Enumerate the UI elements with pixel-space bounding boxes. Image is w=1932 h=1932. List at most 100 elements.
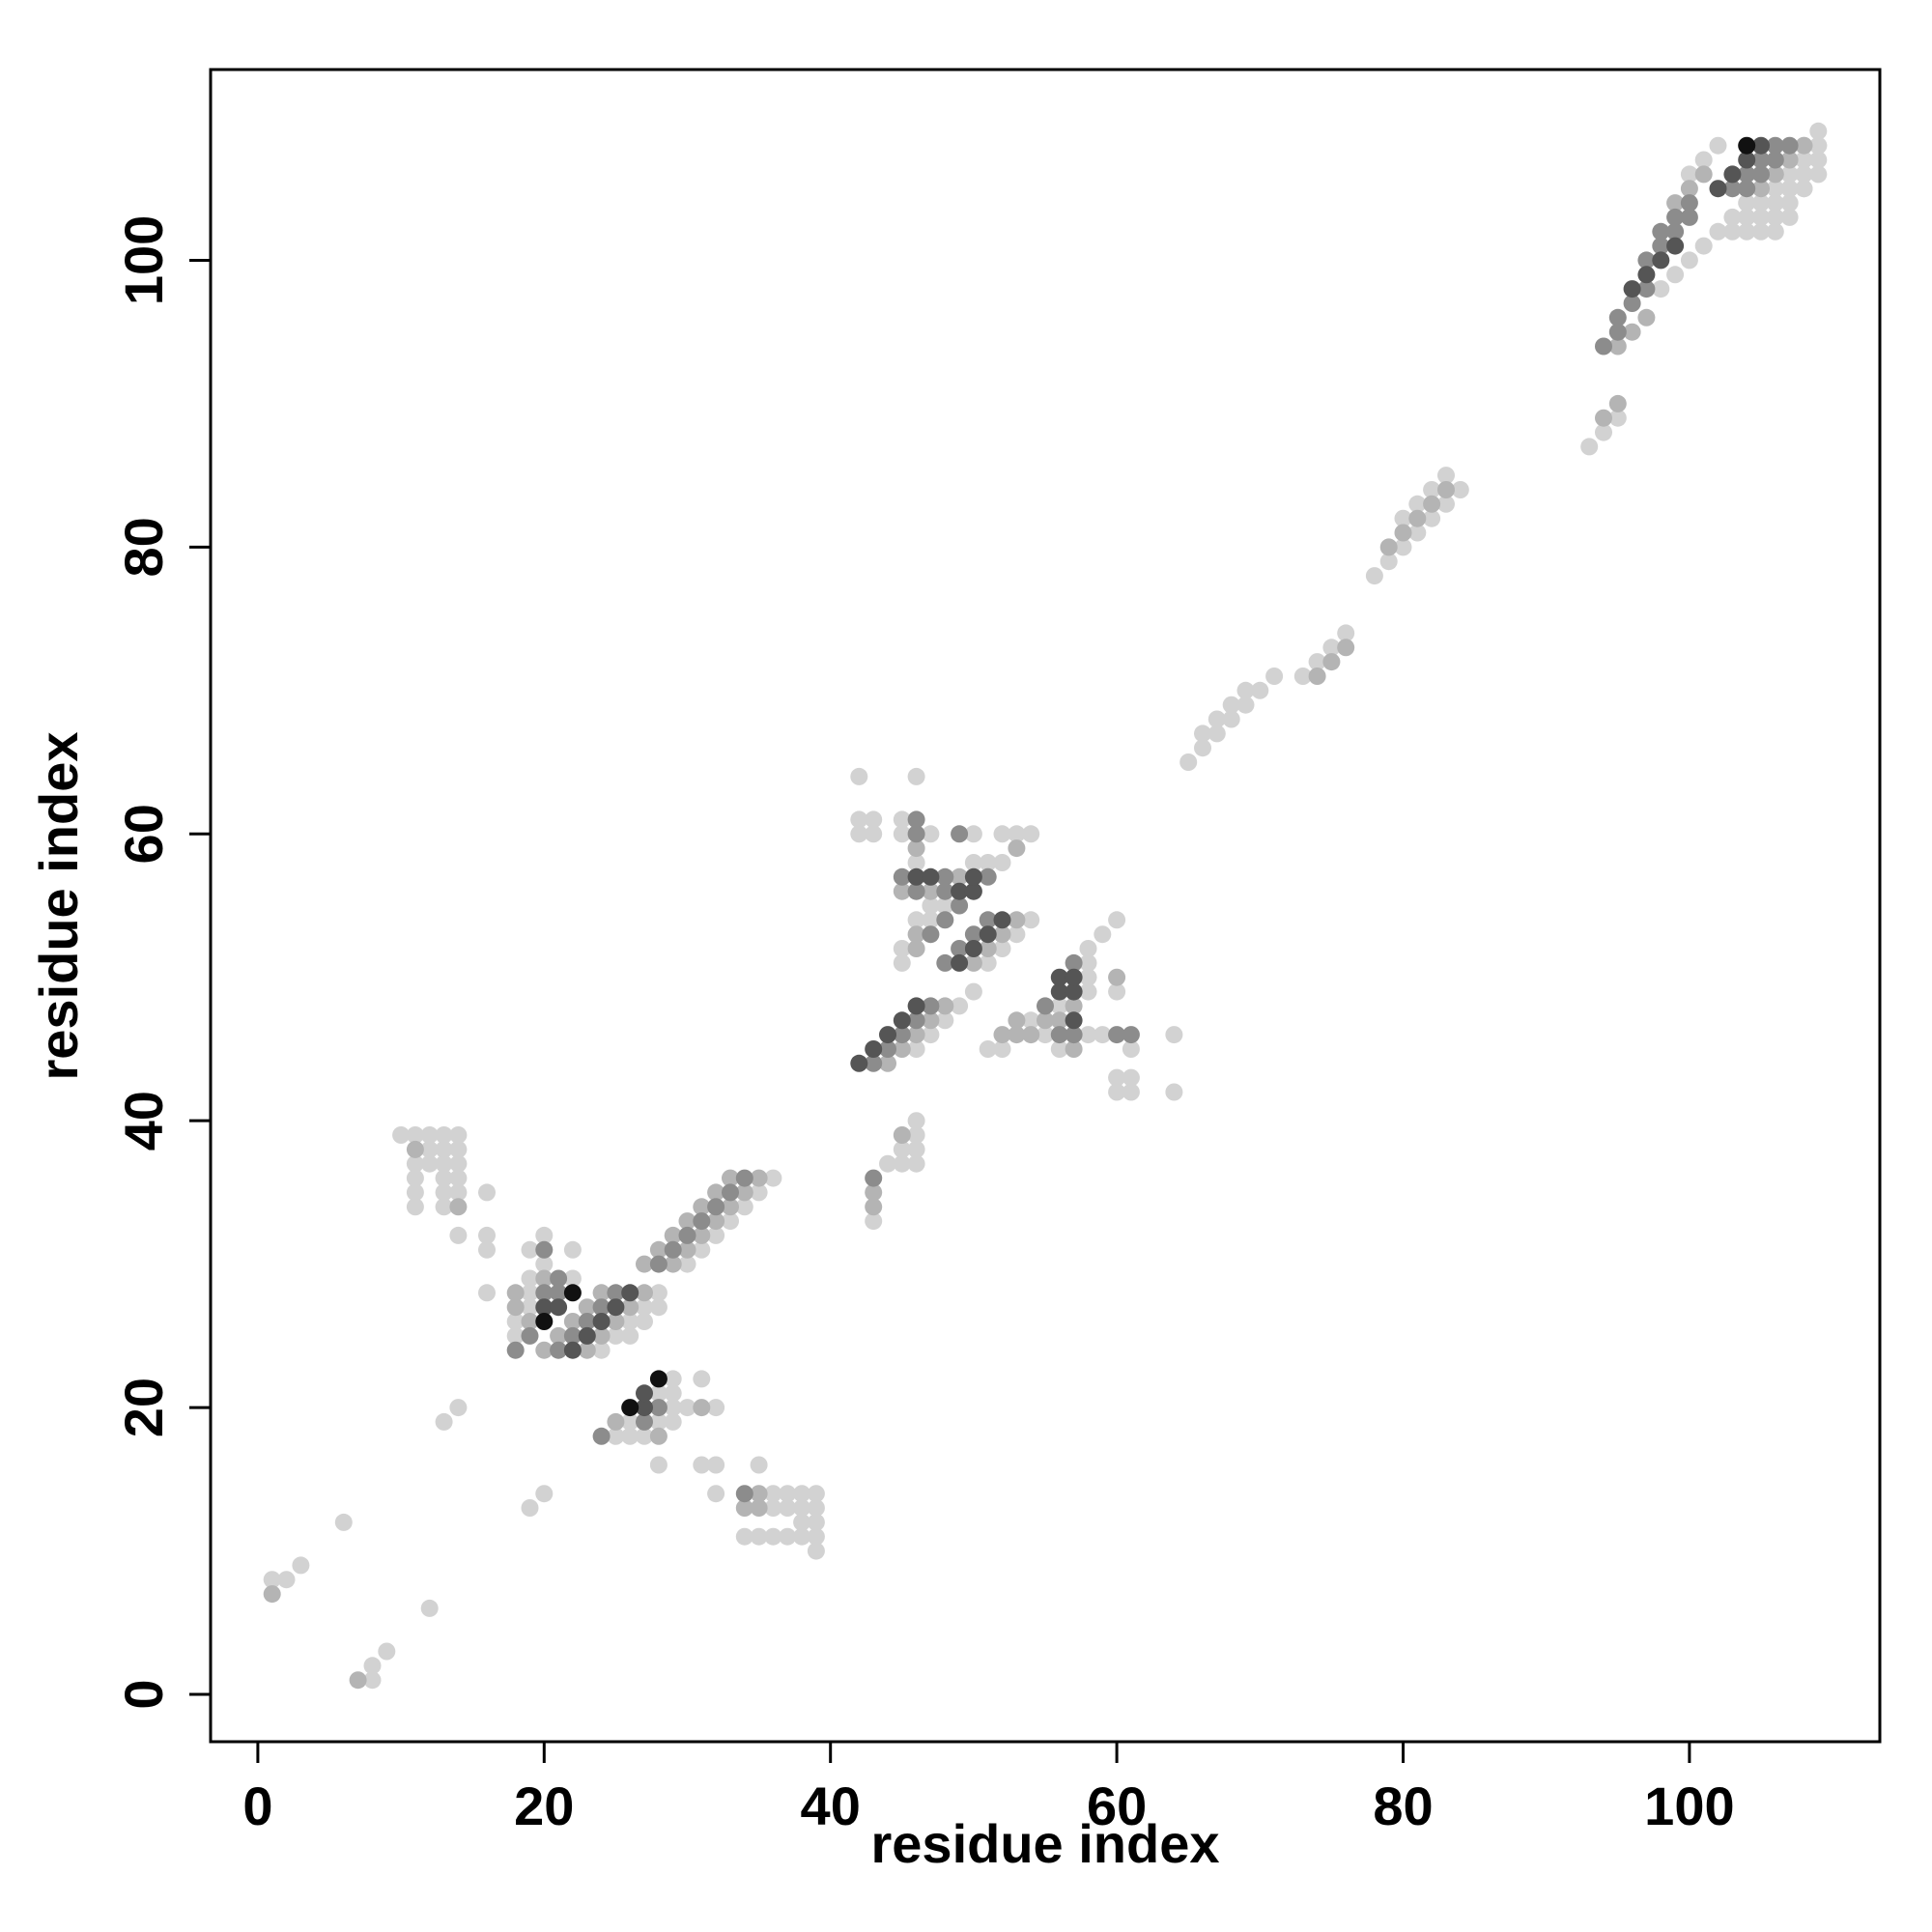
contact-point (1680, 165, 1698, 184)
contact-point (893, 1040, 911, 1058)
contact-point (1623, 280, 1641, 298)
contact-point (1752, 180, 1770, 198)
contact-point (735, 1198, 753, 1216)
contact-point (1694, 165, 1713, 184)
contact-point (1780, 165, 1799, 184)
contact-point (578, 1313, 596, 1330)
contact-point (592, 1313, 611, 1330)
contact-point (1094, 1026, 1112, 1044)
contact-point (406, 1169, 424, 1187)
contact-point (478, 1240, 496, 1259)
contact-point (578, 1326, 596, 1345)
contact-point (1451, 481, 1469, 498)
contact-point (907, 867, 925, 886)
contact-point (850, 810, 868, 829)
contact-point (1050, 1026, 1068, 1044)
contact-point (592, 1298, 611, 1317)
contact-point (907, 911, 925, 929)
contact-point (449, 1399, 468, 1417)
contact-point (850, 825, 868, 843)
contact-point (1337, 639, 1355, 657)
contact-point (707, 1198, 725, 1216)
contact-point (1608, 308, 1627, 327)
contact-point (1394, 509, 1412, 527)
contact-point (951, 997, 969, 1015)
contact-point (550, 1298, 568, 1317)
contact-point (1379, 538, 1398, 556)
contact-point (693, 1226, 711, 1244)
y-tick-label: 0 (113, 1679, 174, 1709)
contact-point (1222, 696, 1240, 714)
contact-point (1050, 1040, 1068, 1058)
contact-point (535, 1255, 554, 1273)
contact-point (1809, 165, 1828, 184)
contact-point (578, 1298, 596, 1317)
contact-point (621, 1427, 639, 1445)
contact-point (1437, 495, 1455, 513)
contact-point (1623, 323, 1641, 341)
data-points (263, 122, 1828, 1690)
contact-point (1322, 653, 1341, 671)
contact-point (607, 1313, 625, 1330)
contact-point (750, 1485, 768, 1503)
contact-point (420, 1599, 439, 1617)
contact-point (1608, 394, 1627, 412)
contact-point (865, 1183, 883, 1202)
contact-point (964, 953, 982, 972)
contact-point (979, 1040, 997, 1058)
contact-point (535, 1284, 554, 1302)
contact-point (1694, 151, 1713, 169)
contact-point (506, 1313, 525, 1330)
contact-point (607, 1284, 625, 1302)
contact-point (707, 1212, 725, 1231)
contact-point (1723, 180, 1742, 198)
contact-point (1766, 194, 1784, 213)
contact-point (807, 1485, 825, 1503)
contact-point (592, 1326, 611, 1345)
contact-point (1738, 180, 1756, 198)
contact-point (907, 825, 925, 843)
contact-point (1652, 251, 1670, 270)
contact-point (621, 1326, 639, 1345)
contact-point (1079, 968, 1097, 986)
contact-point (1050, 968, 1068, 986)
contact-point (1437, 467, 1455, 485)
contact-point (1022, 1026, 1040, 1044)
contact-point (1809, 151, 1828, 169)
contact-point (563, 1269, 582, 1288)
contact-point (506, 1341, 525, 1359)
contact-point (907, 997, 925, 1015)
contact-point (807, 1527, 825, 1546)
contact-point (722, 1169, 739, 1187)
contact-point (735, 1485, 753, 1503)
contact-point (563, 1284, 582, 1302)
contact-point (964, 940, 982, 957)
contact-point (392, 1126, 411, 1144)
contact-point (521, 1499, 539, 1517)
contact-point (1680, 180, 1698, 198)
contact-point (1809, 122, 1828, 140)
contact-point (406, 1140, 424, 1158)
contact-point (1680, 194, 1698, 213)
contact-point (1037, 1011, 1054, 1030)
contact-point (435, 1198, 453, 1216)
x-tick-label: 80 (1373, 1776, 1433, 1836)
contact-point (1008, 911, 1026, 929)
contact-point (764, 1527, 782, 1546)
contact-point (865, 825, 883, 843)
x-axis-title: residue index (870, 1813, 1219, 1874)
contact-point (951, 896, 969, 915)
contact-point (1780, 136, 1799, 155)
contact-point (1652, 222, 1670, 241)
contact-point (1065, 997, 1083, 1015)
contact-point (865, 1198, 883, 1216)
x-tick-label: 0 (242, 1776, 272, 1836)
contact-point (621, 1313, 639, 1330)
contact-point (1108, 982, 1126, 1001)
contact-point (693, 1198, 711, 1216)
contact-point (664, 1240, 682, 1259)
contact-point (693, 1240, 711, 1259)
x-tick-label: 40 (801, 1776, 861, 1836)
contact-point (1194, 724, 1211, 743)
contact-point (420, 1154, 439, 1173)
